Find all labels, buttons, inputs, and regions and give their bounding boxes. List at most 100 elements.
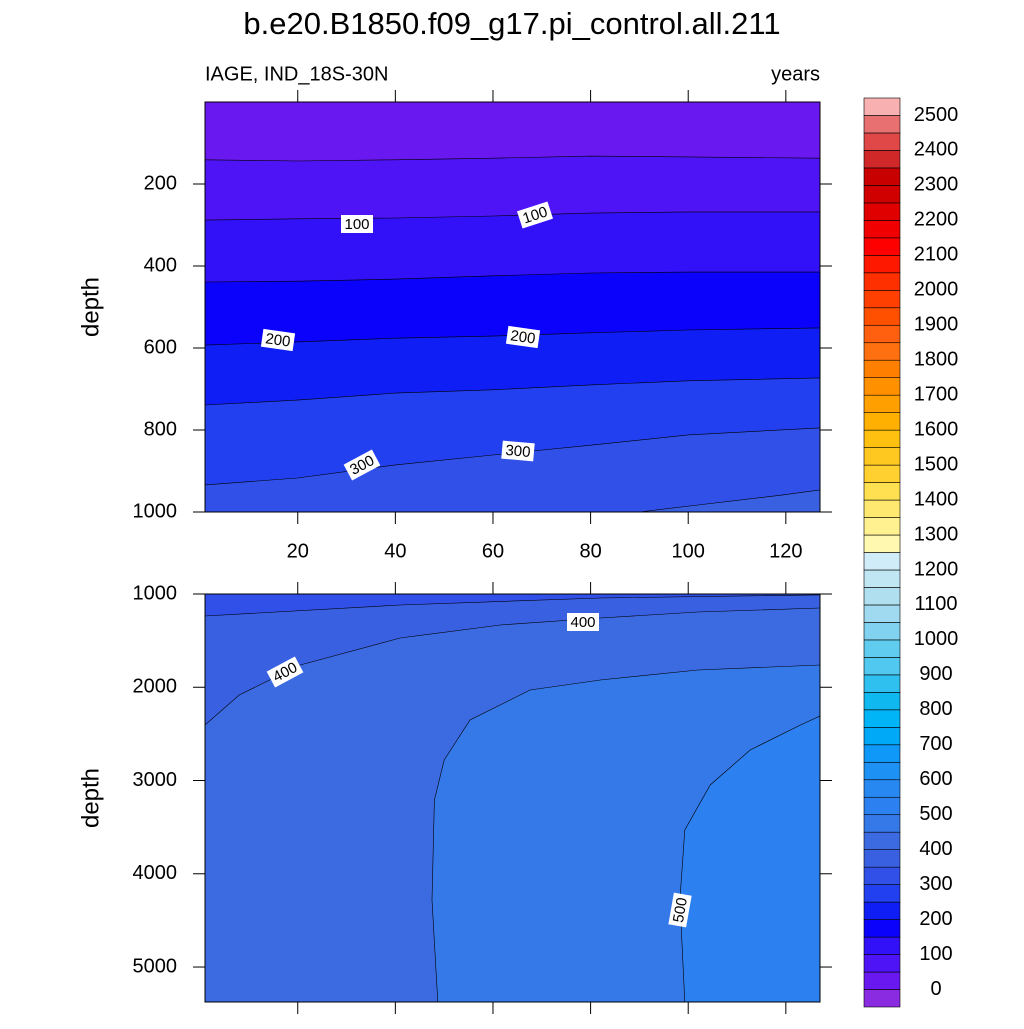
colorbar-swatch [863, 132, 901, 151]
y-tick-label: 1000 [133, 582, 178, 604]
contour-label-box [341, 215, 373, 233]
colorbar-label: 800 [919, 698, 952, 720]
colorbar-label: 1000 [914, 628, 959, 650]
contour-label: 400 [567, 613, 599, 631]
colorbar-swatch [863, 989, 901, 1008]
plot-area [205, 594, 820, 1002]
x-tick-label: 100 [672, 540, 705, 562]
contour-label-text: 200 [509, 327, 536, 347]
colorbar-label: 1500 [914, 453, 959, 475]
plot-frame [204, 101, 821, 513]
contour-line [205, 594, 820, 617]
colorbar-swatch [863, 814, 901, 833]
contour-line [205, 607, 820, 726]
colorbar-swatch [863, 884, 901, 903]
chart-title: b.e20.B1850.f09_g17.pi_control.all.211 [243, 6, 780, 41]
colorbar-swatch [863, 517, 901, 536]
colorbar-swatch [863, 692, 901, 711]
colorbar-swatch [863, 552, 901, 571]
contour-label-box [517, 201, 553, 229]
colorbar-swatch [863, 744, 901, 763]
colorbar-swatch [863, 97, 901, 116]
colorbar-swatch [863, 796, 901, 816]
colorbar-swatch [863, 429, 901, 448]
colorbar-swatch [863, 220, 901, 239]
colorbar-swatch [863, 272, 901, 291]
y-tick-label: 400 [144, 254, 177, 276]
y-axis-label: depth [77, 768, 104, 828]
colorbar-swatch [863, 464, 901, 483]
contour-label-text: 500 [670, 896, 691, 924]
colorbar-swatch [863, 237, 901, 256]
colorbar-swatch [863, 412, 901, 431]
right-title: years [771, 63, 820, 85]
colorbar-label: 2500 [914, 104, 959, 126]
plot-frame [204, 593, 821, 1003]
colorbar-label: 500 [919, 803, 952, 825]
colorbar-label: 0 [930, 978, 941, 1000]
contour-label-text: 400 [570, 614, 595, 631]
contour-line [205, 377, 820, 406]
contour-line [205, 327, 820, 346]
colorbar-label: 300 [919, 873, 952, 895]
contour-label-text: 200 [264, 330, 291, 350]
colorbar-swatch [863, 289, 901, 309]
colorbar-swatch [863, 569, 901, 588]
colorbar-swatch [863, 971, 901, 990]
contour-line [205, 211, 820, 221]
colorbar-swatch [863, 639, 901, 658]
y-axis-label: depth [77, 277, 104, 337]
colorbar-label: 1200 [914, 558, 959, 580]
y-tick-label: 5000 [133, 955, 178, 977]
colorbar-label: 700 [919, 733, 952, 755]
colorbar-swatch [863, 342, 901, 361]
colorbar-swatch [863, 324, 901, 344]
colorbar-swatch [863, 709, 901, 728]
colorbar-swatch [863, 307, 901, 326]
colorbar-swatch [863, 622, 901, 641]
colorbar-swatch [863, 150, 901, 169]
y-tick-label: 2000 [133, 676, 178, 698]
contour-label: 200 [260, 328, 296, 352]
colorbar-swatch [863, 936, 901, 955]
colorbar-swatch [863, 866, 901, 885]
contour-label: 200 [505, 325, 541, 349]
y-tick-label: 4000 [133, 862, 178, 884]
contour-label: 500 [668, 892, 692, 928]
contour-label: 100 [341, 215, 373, 233]
colorbar-swatch [863, 447, 901, 466]
colorbar-swatch [863, 849, 901, 868]
y-tick-label: 800 [144, 418, 177, 440]
colorbar-swatch [863, 831, 901, 850]
colorbar-label: 400 [919, 838, 952, 860]
contour-label-text: 300 [505, 442, 531, 461]
contour-fill [205, 427, 820, 512]
colorbar-label: 1100 [914, 593, 957, 615]
colorbar-swatch [863, 202, 901, 221]
contour-label-box [343, 449, 381, 481]
colorbar-label: 1600 [914, 418, 959, 440]
colorbar-label: 2400 [914, 139, 959, 161]
contour-line [431, 664, 820, 1002]
colorbar-swatch [863, 779, 901, 798]
colorbar-label: 2300 [914, 174, 959, 196]
contour-label-box [266, 656, 304, 688]
colorbar-label: 200 [919, 908, 952, 930]
colorbar-swatch [863, 727, 901, 746]
contour-label-box [260, 328, 296, 352]
colorbar-swatch [863, 919, 901, 938]
contour-line [205, 155, 820, 162]
contour-label-text: 100 [521, 203, 550, 227]
colorbar-label: 1300 [914, 523, 959, 545]
colorbar-swatch [863, 761, 901, 781]
contour-label-box [501, 440, 535, 462]
contour-line [639, 489, 820, 512]
colorbar-swatch [863, 534, 901, 553]
contour-label: 300 [501, 440, 535, 462]
colorbar-swatch [863, 954, 901, 973]
colorbar-swatch [863, 359, 901, 378]
contour-fill [679, 716, 820, 1002]
colorbar-label: 1900 [914, 314, 959, 336]
x-tick-label: 20 [287, 540, 309, 562]
contour-label: 100 [517, 201, 553, 229]
